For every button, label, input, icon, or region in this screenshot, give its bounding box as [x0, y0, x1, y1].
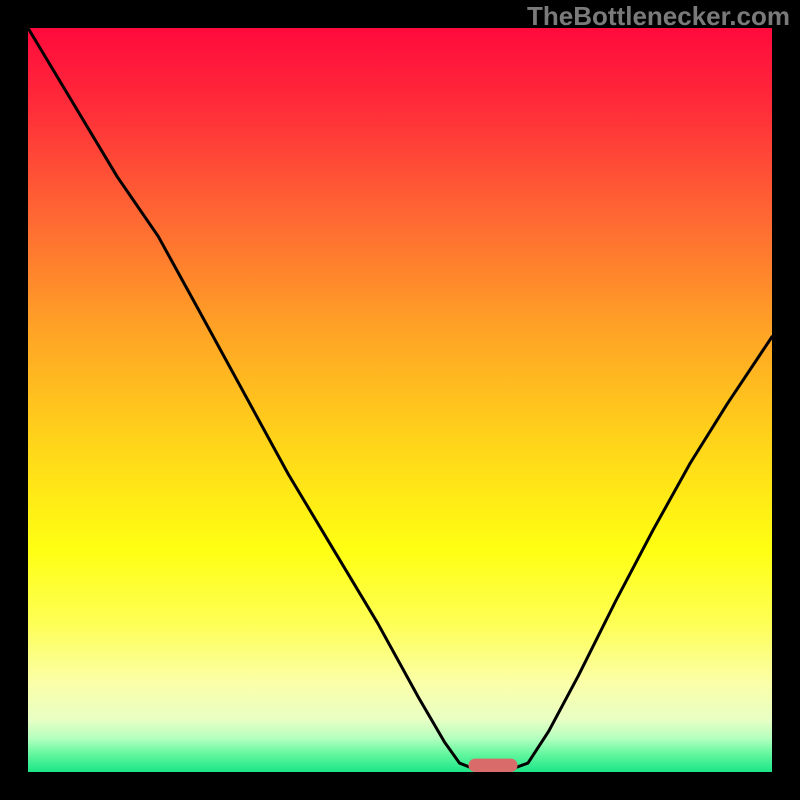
plot-background [28, 28, 772, 772]
watermark-text: TheBottlenecker.com [527, 1, 790, 32]
optimal-marker [468, 759, 517, 772]
bottleneck-chart [28, 28, 772, 772]
chart-svg [28, 28, 772, 772]
